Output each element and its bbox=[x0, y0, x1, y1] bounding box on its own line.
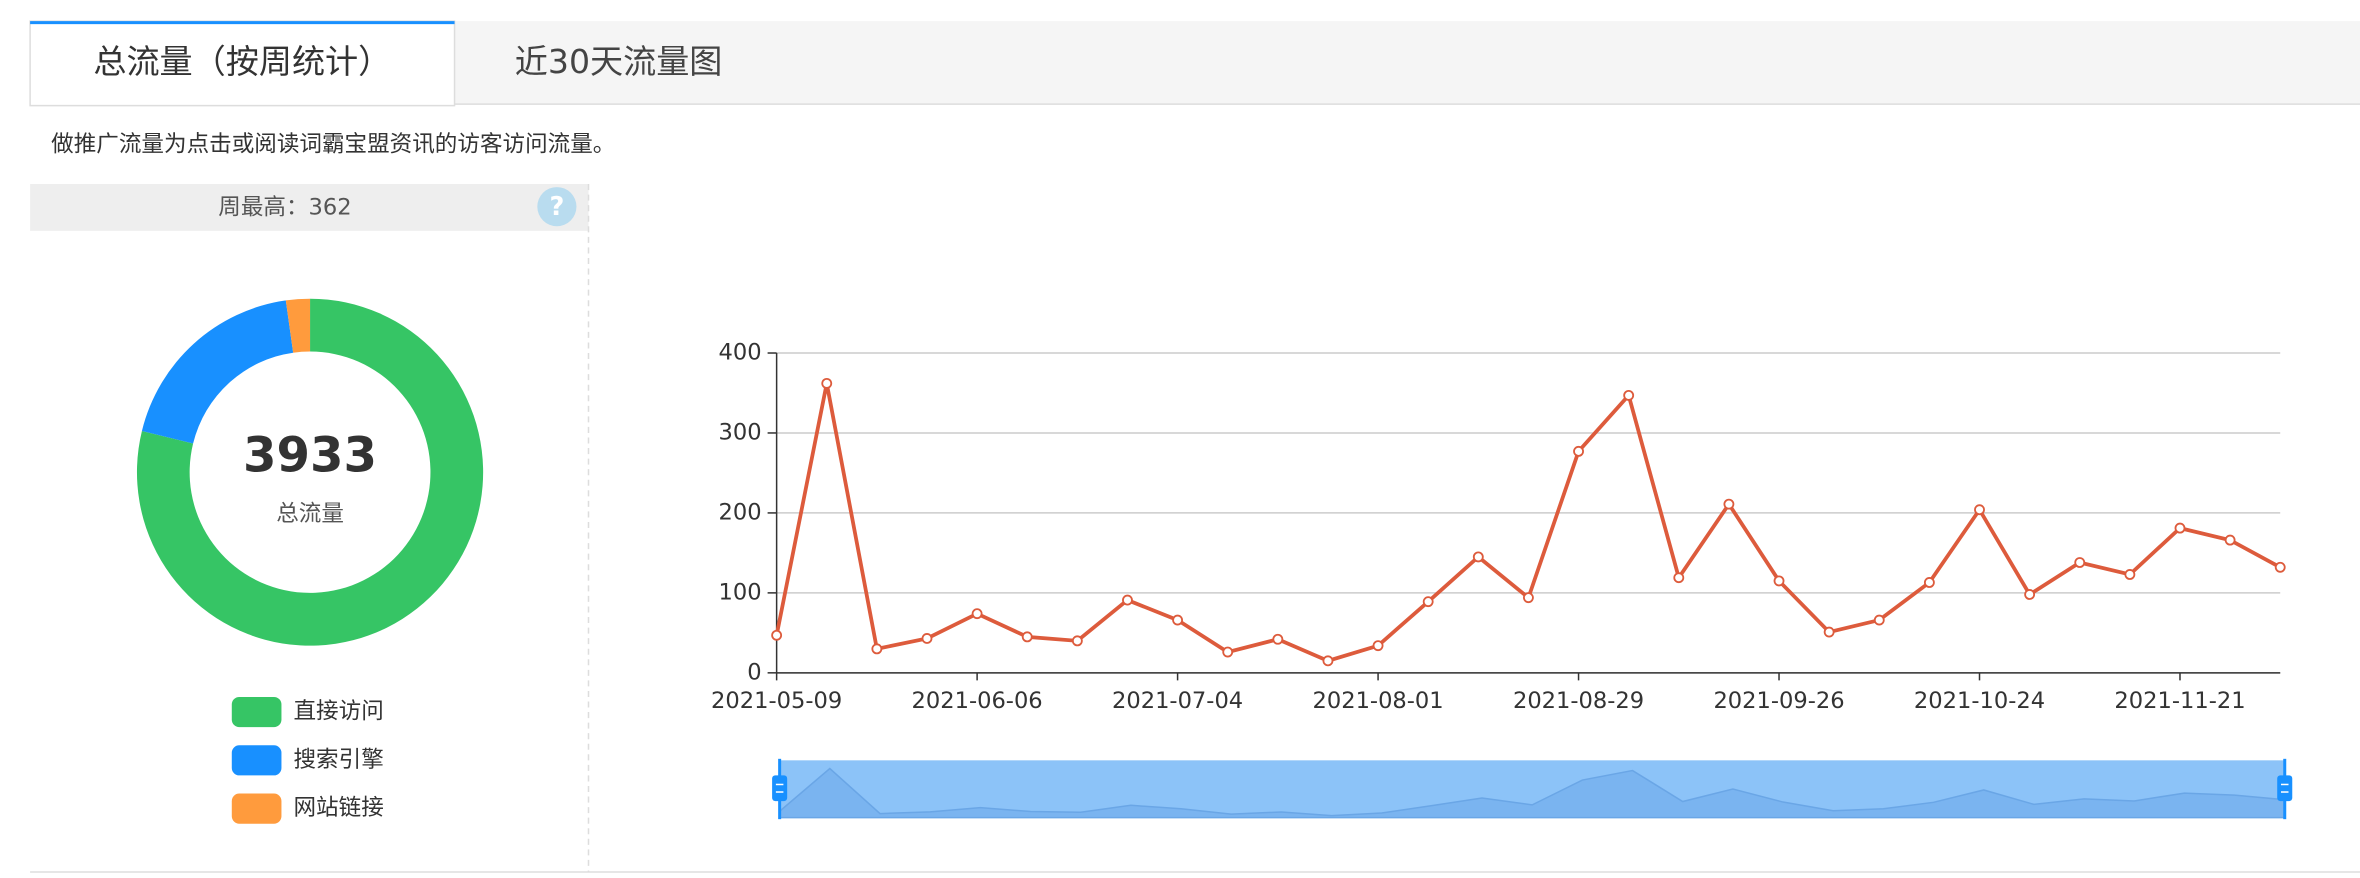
x-tick-label: 2021-09-26 bbox=[1713, 688, 1844, 714]
donut-segment bbox=[285, 298, 311, 353]
summary-bar bbox=[30, 184, 589, 231]
data-point bbox=[1071, 635, 1083, 647]
x-tick-label: 2021-08-29 bbox=[1513, 688, 1644, 714]
x-tick-label: 2021-10-24 bbox=[1914, 688, 2045, 714]
data-point bbox=[1974, 504, 1985, 516]
data-point bbox=[1272, 633, 1284, 645]
data-point bbox=[1923, 577, 1935, 588]
data-point bbox=[1222, 646, 1234, 658]
data-point bbox=[2274, 561, 2286, 573]
y-tick-label: 400 bbox=[719, 339, 762, 365]
summary-label: 周最高： bbox=[218, 195, 308, 221]
data-point bbox=[1773, 575, 1785, 587]
line-series bbox=[774, 383, 2282, 663]
data-point bbox=[1573, 445, 1584, 457]
data-point bbox=[1873, 614, 1885, 626]
donut-total: 3933 bbox=[243, 428, 377, 484]
data-point bbox=[1723, 498, 1735, 510]
x-tick-label: 2021-11-21 bbox=[2114, 688, 2245, 714]
slider-handle[interactable] bbox=[772, 775, 788, 802]
tab-active[interactable] bbox=[29, 20, 456, 107]
x-tick-label: 2021-07-04 bbox=[1112, 688, 1243, 714]
legend-label: 直接访问 bbox=[293, 699, 383, 725]
x-tick-label: 2021-05-09 bbox=[711, 688, 842, 714]
data-point bbox=[1122, 594, 1133, 606]
data-point bbox=[1823, 626, 1835, 638]
data-point bbox=[1372, 640, 1384, 652]
data-point bbox=[871, 643, 883, 655]
data-point bbox=[1472, 551, 1484, 563]
data-point bbox=[921, 633, 933, 644]
description: 做推广流量为点击或阅读词霸宝盟资讯的访客访问流量。 bbox=[51, 131, 615, 157]
tab-label[interactable]: 总流量（按周统计） bbox=[93, 42, 391, 81]
x-tick-label: 2021-08-01 bbox=[1312, 688, 1443, 714]
help-icon-glyph: ? bbox=[549, 192, 564, 222]
summary-value: 362 bbox=[309, 195, 352, 221]
data-point bbox=[1673, 572, 1685, 584]
legend-swatch bbox=[231, 745, 282, 776]
data-point bbox=[1523, 592, 1534, 604]
data-point bbox=[1021, 631, 1033, 643]
donut-caption: 总流量 bbox=[276, 501, 344, 527]
data-point bbox=[771, 629, 783, 641]
data-point bbox=[1322, 655, 1334, 667]
data-point bbox=[2224, 534, 2236, 546]
data-point bbox=[2174, 522, 2186, 534]
slider-preview bbox=[778, 767, 2286, 819]
data-point bbox=[1422, 596, 1434, 608]
y-tick-label: 0 bbox=[747, 659, 761, 685]
data-point bbox=[971, 608, 983, 620]
slider-handle[interactable] bbox=[2277, 775, 2293, 802]
tab-label[interactable]: 近30天流量图 bbox=[515, 42, 723, 81]
data-point bbox=[2124, 569, 2136, 580]
tab-indicator bbox=[30, 21, 455, 25]
y-tick-label: 300 bbox=[719, 419, 762, 445]
legend-swatch bbox=[231, 793, 282, 824]
y-tick-label: 200 bbox=[719, 499, 762, 525]
legend-swatch bbox=[231, 696, 282, 728]
data-point bbox=[821, 377, 833, 389]
donut-segment bbox=[136, 298, 484, 646]
legend-label: 网站链接 bbox=[293, 795, 383, 821]
legend-label: 搜索引擎 bbox=[293, 747, 383, 773]
x-tick-label: 2021-06-06 bbox=[912, 688, 1043, 714]
help-icon[interactable] bbox=[537, 187, 577, 227]
donut-segment bbox=[141, 300, 294, 444]
data-point bbox=[1172, 614, 1184, 626]
y-tick-label: 100 bbox=[719, 579, 762, 605]
data-point bbox=[1623, 389, 1635, 401]
data-point bbox=[2074, 557, 2086, 568]
data-point bbox=[2024, 589, 2036, 600]
